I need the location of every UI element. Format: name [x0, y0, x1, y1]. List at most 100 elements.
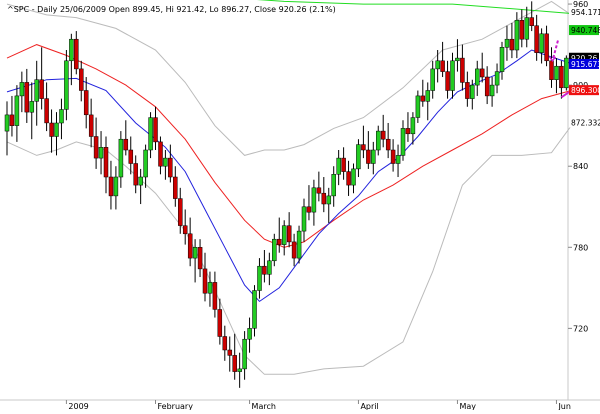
candle: [98, 131, 104, 175]
candle-body-up: [257, 265, 262, 291]
candle-body-down: [212, 282, 218, 310]
candle-body-down: [74, 38, 79, 70]
candle-body-down: [291, 241, 297, 259]
candle: [549, 47, 554, 88]
candle-body-down: [460, 57, 465, 83]
candle-body-down: [133, 163, 138, 186]
candle: [460, 44, 465, 91]
candle-body-up: [301, 206, 307, 232]
candle: [376, 125, 381, 156]
candle-body-down: [405, 128, 411, 135]
candle-body-up: [351, 168, 356, 186]
candle-body-up: [494, 71, 500, 86]
candle: [108, 160, 114, 210]
candle-body-down: [277, 238, 282, 245]
candle-body-down: [316, 187, 322, 194]
candle: [484, 66, 490, 105]
candle-body-up: [19, 82, 25, 97]
candle: [252, 285, 257, 337]
candle-body-up: [415, 95, 421, 118]
candle-body-up: [252, 290, 257, 329]
candle-body-up: [425, 90, 431, 102]
candle: [4, 101, 10, 156]
candle: [301, 198, 307, 242]
candle: [336, 150, 341, 186]
y-tick-label: 720: [573, 324, 588, 333]
candle-body-down: [262, 265, 267, 275]
candle-body-down: [385, 138, 391, 151]
candle: [450, 52, 455, 99]
candle-body-up: [450, 60, 455, 91]
candle-body-down: [380, 130, 386, 140]
candle: [14, 85, 20, 142]
candle: [192, 239, 198, 283]
candle: [272, 233, 277, 267]
candle-body-down: [222, 336, 228, 351]
candle-body-up: [554, 65, 559, 80]
candle: [306, 185, 312, 221]
candle-body-up: [14, 95, 20, 126]
price-label-box: [569, 25, 599, 36]
candle: [69, 33, 74, 86]
candle-body-down: [479, 68, 485, 78]
candle: [286, 212, 292, 248]
candle-body-up: [272, 238, 277, 262]
candle-body-down: [227, 349, 233, 356]
candle: [390, 139, 396, 172]
price-label-text: 920.26: [571, 54, 597, 63]
candle: [83, 77, 89, 129]
candle: [341, 147, 346, 180]
candle-body-up: [4, 114, 10, 132]
candle: [475, 60, 480, 96]
candle: [217, 298, 223, 345]
candle-body-down: [103, 147, 109, 178]
candle-body-up: [475, 68, 480, 86]
price-label-box: [569, 52, 599, 63]
candle-body-down: [123, 138, 129, 151]
candle: [356, 139, 361, 178]
candle-body-down: [187, 233, 193, 259]
candle-body-up: [138, 176, 143, 186]
candle: [519, 9, 525, 48]
candle-body-down: [341, 157, 346, 172]
candle: [465, 71, 470, 107]
candle: [187, 217, 193, 267]
candle: [489, 77, 495, 107]
y-tick-label: 780: [573, 243, 588, 252]
candle: [445, 60, 450, 99]
candle: [440, 41, 445, 78]
candle-body-down: [108, 176, 114, 197]
candle: [564, 55, 569, 91]
candle: [103, 136, 109, 194]
candle: [455, 39, 460, 72]
candle: [361, 125, 366, 159]
candle: [113, 166, 119, 210]
candle: [529, 1, 534, 32]
candle: [346, 160, 351, 196]
candle-body-down: [93, 136, 99, 159]
candle-body-down: [445, 71, 450, 91]
candle-body-down: [232, 355, 237, 372]
candle: [9, 95, 15, 137]
candle-body-down: [321, 192, 327, 205]
candle: [296, 225, 302, 264]
candle: [380, 114, 386, 148]
candle-body-up: [331, 174, 336, 197]
price-label-text: 954.171: [571, 8, 600, 17]
candle-body-up: [163, 157, 168, 167]
price-label: 872.332: [569, 117, 600, 128]
candle: [64, 50, 69, 121]
candle-body-up: [376, 130, 381, 151]
candle-body-up: [54, 122, 59, 137]
candle: [366, 131, 371, 169]
price-label-box: [569, 58, 599, 69]
candle-body-up: [410, 117, 416, 135]
candle: [281, 220, 287, 256]
candle-body-up: [326, 195, 332, 205]
candle-body-up: [514, 20, 520, 51]
price-label-box: [569, 117, 599, 128]
candle: [371, 141, 376, 175]
candle-body-down: [559, 65, 564, 89]
